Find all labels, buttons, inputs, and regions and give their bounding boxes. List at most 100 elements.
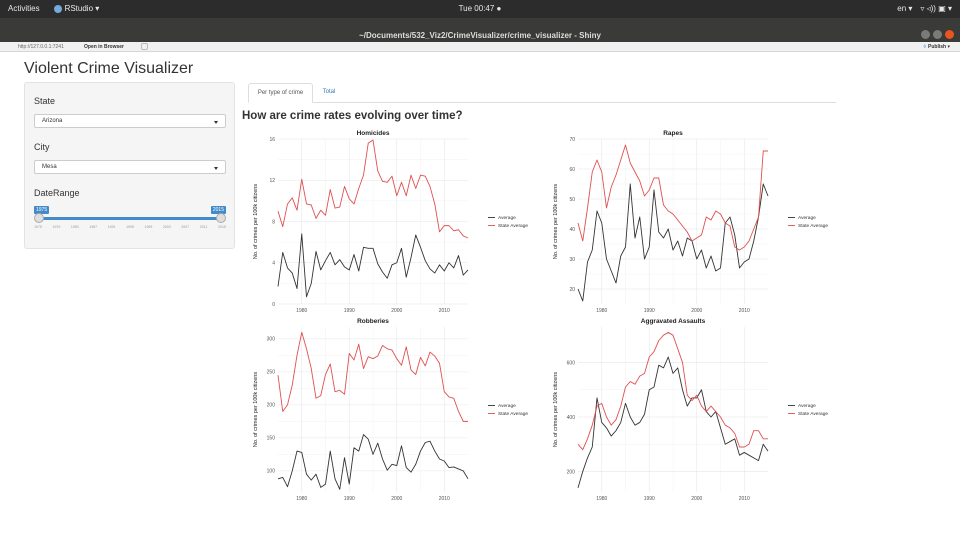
y-tick-label: 70 <box>569 137 575 143</box>
clock[interactable]: Tue 00:47 ● <box>458 4 502 13</box>
refresh-icon[interactable] <box>141 43 148 50</box>
series-line <box>577 356 769 489</box>
legend-label: State Average <box>798 411 828 417</box>
x-tick-label: 1980 <box>296 308 307 312</box>
slider-handle-min[interactable] <box>34 213 44 223</box>
activities-button[interactable]: Activities <box>8 4 40 13</box>
app-menu-label: RStudio ▾ <box>64 4 100 13</box>
rstudio-icon <box>53 4 62 13</box>
legend-label: State Average <box>498 223 528 229</box>
open-in-browser-button[interactable]: Open in Browser <box>84 44 125 50</box>
slider-tick-label: 2007 <box>181 225 190 229</box>
x-tick-label: 1990 <box>344 496 355 500</box>
y-tick-label: 8 <box>272 219 275 225</box>
chart-title: Aggravated Assaults <box>641 318 706 325</box>
slider-tick-label: 1987 <box>89 225 98 229</box>
x-tick-label: 2000 <box>691 308 702 312</box>
state-select[interactable]: Arizona <box>34 114 226 128</box>
slider-tick-label: 1975 <box>34 225 42 229</box>
y-tick-label: 600 <box>567 360 576 366</box>
city-select-value: Mesa <box>42 164 57 170</box>
daterange-label: DateRange <box>34 188 80 198</box>
slider-tick-label: 2011 <box>199 225 208 229</box>
app-menu[interactable]: RStudio ▾ <box>53 4 100 13</box>
minimize-icon[interactable] <box>921 30 930 39</box>
chart-title: Homicides <box>357 130 390 137</box>
legend-label: State Average <box>798 223 828 229</box>
y-tick-label: 200 <box>267 403 276 409</box>
series-line <box>577 183 769 302</box>
x-tick-label: 1980 <box>596 496 607 500</box>
y-tick-label: 100 <box>267 469 276 475</box>
slider-tick-label: 1983 <box>70 225 79 229</box>
x-tick-label: 1990 <box>344 308 355 312</box>
series-line <box>277 139 469 239</box>
tab-bar: Per type of crime Total <box>248 83 836 103</box>
language-menu[interactable]: en ▾ <box>897 4 913 13</box>
legend-label: Average <box>498 403 516 409</box>
x-tick-label: 1980 <box>596 308 607 312</box>
y-axis-label: No. of crimes per 100k citizens <box>253 184 259 259</box>
y-tick-label: 200 <box>567 469 576 475</box>
y-axis-label: No. of crimes per 100k citizens <box>553 184 559 259</box>
x-tick-label: 2010 <box>739 496 750 500</box>
daterange-slider[interactable]: 1975 2015 1975 1979 1983 1987 1991 1995 1999 20… <box>34 206 226 236</box>
window-title: ~/Documents/532_Viz2/CrimeVisualizer/cri… <box>359 31 601 40</box>
slider-tick-label: 1979 <box>52 225 61 229</box>
chart-title: Rapes <box>663 130 683 137</box>
series-line <box>577 332 768 451</box>
y-tick-label: 16 <box>269 137 275 143</box>
series-line <box>277 434 469 490</box>
legend-label: State Average <box>498 411 528 417</box>
x-tick-label: 2000 <box>691 496 702 500</box>
section-heading: How are crime rates evolving over time? <box>242 110 463 122</box>
x-tick-label: 2010 <box>739 308 750 312</box>
slider-tick-label: 2015 <box>218 225 226 229</box>
page-title: Violent Crime Visualizer <box>24 60 194 77</box>
chart-homicides-svg: Homicides 0 4 8 12 16 1980 1990 2000 2010 No. of c… <box>253 130 528 312</box>
chart-homicides: Homicides 0 4 8 12 16 1980 1990 2000 2010 No. of c… <box>248 127 536 312</box>
chart-rapes-svg: Rapes 20 30 40 50 60 70 1980 1990 2000 2010 No. of … <box>553 130 828 312</box>
x-tick-label: 2000 <box>391 496 402 500</box>
y-tick-label: 150 <box>267 436 276 442</box>
legend-label: Average <box>498 215 516 221</box>
city-label: City <box>34 142 50 152</box>
y-tick-label: 400 <box>567 415 576 421</box>
publish-label: Publish ▾ <box>928 44 950 50</box>
url-text: http://127.0.0.1:7241 <box>18 44 64 50</box>
x-tick-label: 1980 <box>296 496 307 500</box>
sidebar-panel: State Arizona City Mesa DateRange 1975 2… <box>24 82 235 249</box>
chevron-down-icon <box>214 167 218 170</box>
slider-track[interactable] <box>38 217 222 220</box>
x-tick-label: 1990 <box>644 496 655 500</box>
system-tray-icons[interactable]: ▿ ◃)) ▣ ▾ <box>920 4 952 13</box>
slider-min-badge: 1975 <box>34 206 50 214</box>
publish-button[interactable]: ◊ Publish ▾ <box>924 44 950 50</box>
x-tick-label: 1990 <box>644 308 655 312</box>
city-select[interactable]: Mesa <box>34 160 226 174</box>
close-icon[interactable] <box>945 30 954 39</box>
chart-aggravated-assaults: Aggravated Assaults 200 400 600 1980 1990 2000… <box>548 315 836 500</box>
chart-aggravated-assaults-svg: Aggravated Assaults 200 400 600 1980 1990 2000… <box>553 318 828 500</box>
chart-rapes: Rapes 20 30 40 50 60 70 1980 1990 2000 2010 No. of … <box>548 127 836 312</box>
y-axis-label: No. of crimes per 100k citizens <box>553 372 559 447</box>
tab-total[interactable]: Total <box>322 89 336 95</box>
slider-max-badge: 2015 <box>210 206 226 214</box>
y-tick-label: 30 <box>569 257 575 263</box>
chart-robberies-svg: Robberies 100 150 200 250 300 1980 1990 2000 2010… <box>253 318 528 500</box>
y-tick-label: 60 <box>569 167 575 173</box>
y-tick-label: 250 <box>267 370 276 376</box>
maximize-icon[interactable] <box>933 30 942 39</box>
y-tick-label: 12 <box>269 178 275 184</box>
chart-title: Robberies <box>357 318 389 325</box>
chevron-down-icon <box>214 121 218 124</box>
slider-tick-label: 2003 <box>162 225 171 229</box>
series-line <box>577 144 768 251</box>
slider-handle-max[interactable] <box>216 213 226 223</box>
slider-tick-label: 1995 <box>126 225 134 229</box>
viewer-toolbar: http://127.0.0.1:7241 Open in Browser ◊ P… <box>0 42 960 52</box>
y-tick-label: 20 <box>569 287 575 293</box>
tab-per-type-of-crime[interactable]: Per type of crime <box>248 83 313 103</box>
y-tick-label: 40 <box>569 227 575 233</box>
legend-label: Average <box>798 403 816 409</box>
